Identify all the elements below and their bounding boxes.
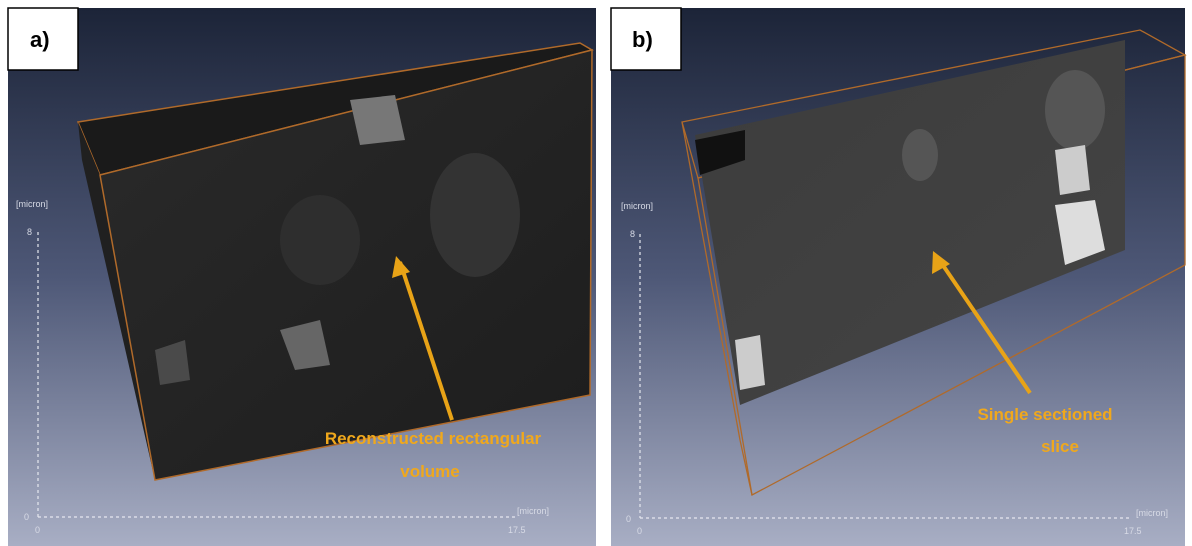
grain <box>1055 145 1090 195</box>
panel-label: b) <box>632 27 653 52</box>
axis-tick: 0 <box>35 525 40 535</box>
axis-tick: 8 <box>630 229 635 239</box>
panel-b: Single sectioned slice [micron] 8 0 0 17… <box>611 8 1185 546</box>
axis-tick: 8 <box>27 227 32 237</box>
axis-unit: [micron] <box>1136 508 1168 518</box>
grain <box>280 195 360 285</box>
grain <box>1045 70 1105 150</box>
axis-tick: 0 <box>626 514 631 524</box>
axis-tick: 0 <box>637 526 642 536</box>
axis-unit: [micron] <box>517 506 549 516</box>
axis-tick: 17.5 <box>1124 526 1142 536</box>
grain <box>902 129 938 181</box>
panel-a: Reconstructed rectangular volume [micron… <box>8 8 596 546</box>
annotation: Single sectioned <box>977 405 1112 424</box>
axis-tick: 17.5 <box>508 525 526 535</box>
axis-unit: [micron] <box>621 201 653 211</box>
grain <box>430 153 520 277</box>
annotation: Reconstructed rectangular <box>325 429 542 448</box>
grain <box>735 335 765 390</box>
annotation: slice <box>1041 437 1079 456</box>
axis-unit: [micron] <box>16 199 48 209</box>
figure: Reconstructed rectangular volume [micron… <box>0 0 1192 546</box>
axis-tick: 0 <box>24 512 29 522</box>
annotation: volume <box>400 462 460 481</box>
panel-label: a) <box>30 27 50 52</box>
